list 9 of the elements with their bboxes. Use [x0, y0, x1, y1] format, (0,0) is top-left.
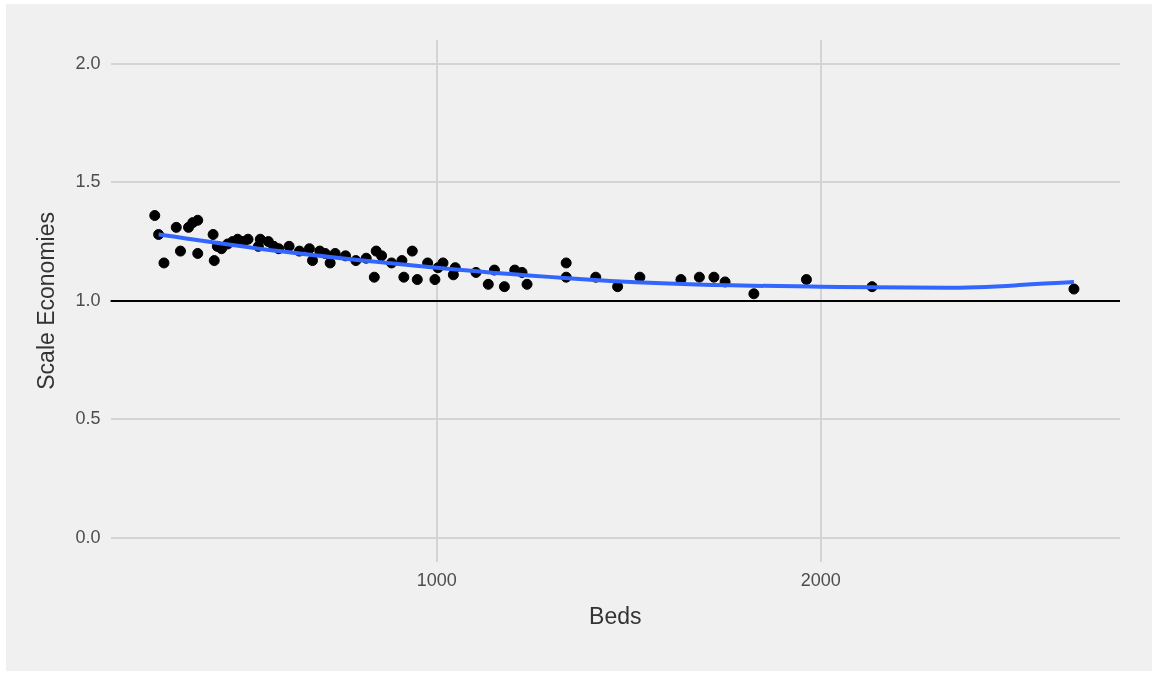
- y-axis-title: Scale Economies: [33, 212, 60, 390]
- x-tick-label: 1000: [416, 569, 457, 590]
- y-tick-label: 0.0: [75, 527, 101, 548]
- x-tick-label: 2000: [800, 569, 841, 590]
- y-tick-label: 2.0: [75, 52, 101, 73]
- y-tick-label: 1.0: [75, 289, 101, 310]
- x-axis-title: Beds: [589, 602, 642, 629]
- y-tick-label: 0.5: [75, 408, 101, 429]
- y-tick-label: 1.5: [75, 171, 101, 192]
